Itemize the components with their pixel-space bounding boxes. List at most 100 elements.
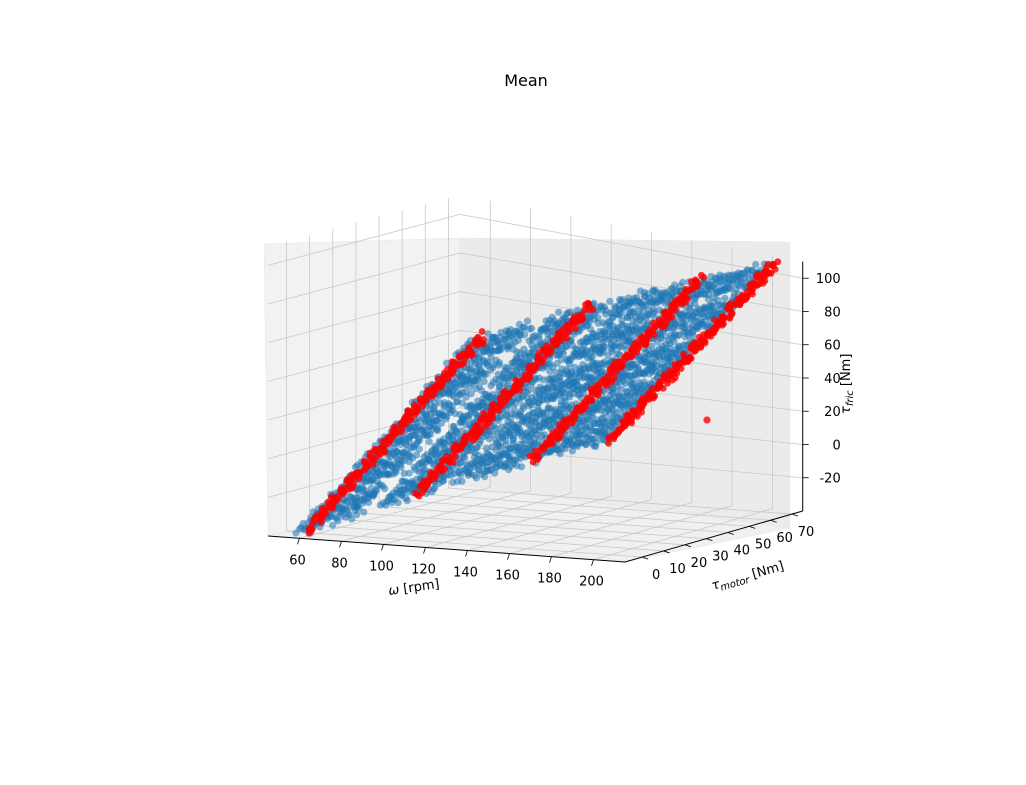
red-point-691 (626, 414, 634, 422)
blue-point-96 (348, 515, 356, 523)
red-point-48 (337, 485, 345, 493)
x-tick-label-1: 80 (331, 556, 348, 571)
blue-point-2074 (599, 414, 607, 422)
red-point-24 (318, 505, 326, 512)
grid-x-floor-0 (299, 486, 491, 539)
red-point-196 (460, 359, 468, 367)
x-tick-label-3: 120 (411, 562, 436, 577)
blue-point-1868 (671, 281, 679, 289)
blue-point-2422 (721, 294, 729, 302)
red-point-439 (589, 306, 597, 313)
blue-point-1135 (537, 328, 545, 336)
red-point-206 (465, 344, 473, 351)
blue-point-520 (482, 370, 490, 378)
z-tick-label-1: 0 (832, 438, 840, 453)
red-point-218 (480, 336, 487, 343)
red-point-659 (698, 271, 705, 279)
red-point-626 (672, 306, 679, 314)
red-point-868 (760, 273, 768, 281)
red-point-661 (605, 439, 612, 447)
red-point-262 (443, 452, 450, 460)
blue-point-2098 (611, 412, 619, 420)
y-tick-label-2: 20 (691, 556, 708, 571)
blue-point-1807 (617, 309, 626, 317)
red-point-219 (478, 328, 486, 335)
red-point-116 (392, 426, 399, 434)
blue-point-1394 (509, 437, 517, 445)
blue-point-444 (431, 399, 439, 407)
red-point-334 (501, 398, 509, 405)
blue-point-1274 (481, 473, 489, 481)
blue-point-1234 (458, 477, 466, 485)
blue-point-627 (521, 331, 529, 339)
red-point-442 (529, 458, 537, 466)
blue-point-2216 (629, 380, 638, 388)
blue-point-119 (381, 485, 389, 493)
z-tick-label-3: 40 (824, 372, 841, 387)
blue-point-381 (428, 425, 436, 434)
y-axis-line (624, 510, 803, 563)
blue-point-830 (459, 453, 467, 461)
blue-point-612 (507, 332, 515, 340)
blue-point-2166 (609, 384, 617, 392)
blue-point-1116 (562, 342, 571, 350)
red-point-134 (408, 414, 415, 422)
red-point-283 (459, 441, 467, 449)
red-point-522 (588, 388, 596, 396)
y-tick-label-1: 10 (669, 562, 686, 577)
blue-point-1675 (593, 332, 601, 340)
grid-y-floor-6 (425, 493, 771, 521)
red-point-71 (356, 471, 363, 478)
x-tick-label-4: 140 (453, 566, 478, 581)
red-point-79 (364, 463, 371, 471)
blue-point-2073 (617, 385, 625, 393)
grid-x-floor-5 (509, 502, 692, 554)
blue-point-510 (474, 376, 482, 384)
red-point-778 (692, 344, 699, 352)
blue-point-238 (412, 451, 421, 459)
red-point-843 (743, 293, 751, 300)
blue-point-2091 (609, 406, 617, 414)
grid-x-floor-3 (425, 496, 612, 548)
red-point-253 (436, 466, 443, 474)
red-point-246 (430, 472, 438, 480)
blue-point-383 (434, 427, 442, 435)
red-point-433 (581, 306, 588, 314)
red-point-531 (595, 386, 602, 394)
blue-point-380 (425, 438, 433, 446)
blue-point-2499 (710, 293, 718, 301)
blue-point-2527 (726, 285, 734, 293)
blue-point-595 (488, 347, 496, 355)
red-point-610 (663, 319, 670, 327)
blue-point-637 (400, 469, 408, 478)
x-tick-mark-1 (339, 541, 342, 548)
blue-point-1370 (495, 442, 503, 450)
x-tick-mark-0 (297, 538, 300, 545)
red-point-451 (533, 451, 541, 459)
grid-y-floor-1 (309, 524, 664, 552)
red-point-412 (561, 332, 569, 339)
blue-point-1813 (618, 316, 626, 324)
blue-point-2066 (593, 416, 601, 424)
z-tick-label-0: -20 (819, 472, 840, 487)
blue-point-678 (403, 497, 411, 505)
blue-point-385 (443, 412, 451, 420)
red-point-217 (474, 340, 482, 348)
blue-point-654 (388, 499, 396, 507)
red-point-268 (451, 452, 459, 460)
blue-point-1484 (520, 404, 528, 412)
grid-x-floor-2 (383, 493, 571, 545)
red-point-650 (686, 287, 694, 294)
red-point-381 (540, 355, 547, 363)
blue-point-384 (437, 419, 446, 427)
blue-point-2492 (704, 295, 713, 303)
blue-point-1474 (515, 410, 524, 418)
blue-point-1338 (517, 463, 526, 471)
red-point-767 (686, 354, 693, 362)
red-point-372 (533, 362, 540, 370)
blue-point-234 (397, 463, 405, 471)
blue-point-1140 (555, 308, 563, 316)
blue-point-901 (485, 394, 493, 402)
x-tick-label-0: 60 (289, 553, 306, 568)
